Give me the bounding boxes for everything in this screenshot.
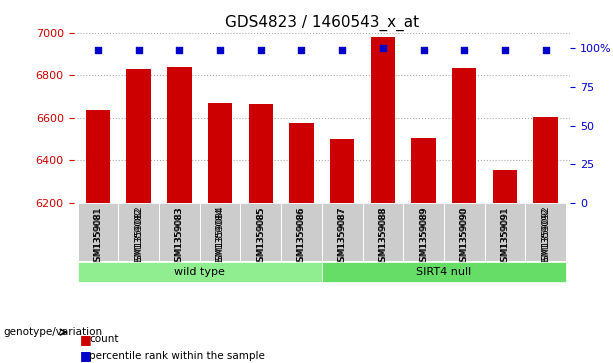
Text: GSM1359090: GSM1359090 (460, 208, 469, 268)
Bar (533, 117, 558, 203)
FancyBboxPatch shape (200, 203, 240, 261)
Point (500, 47, 510, 53)
Text: ■: ■ (80, 333, 91, 346)
Text: percentile rank within the sample: percentile rank within the sample (89, 351, 265, 361)
Text: GSM1359092: GSM1359092 (541, 208, 550, 268)
Point (215, 47, 225, 53)
FancyBboxPatch shape (78, 262, 322, 282)
Bar (289, 123, 314, 203)
Bar (411, 138, 436, 203)
FancyBboxPatch shape (485, 203, 525, 261)
Point (297, 47, 306, 53)
Text: GSM1359084: GSM1359084 (216, 208, 224, 268)
FancyBboxPatch shape (444, 203, 485, 261)
Text: SIRT4 null: SIRT4 null (416, 267, 471, 277)
Point (419, 47, 428, 53)
Point (337, 47, 347, 53)
Bar (208, 103, 232, 203)
Text: GSM1359087: GSM1359087 (338, 206, 347, 266)
Point (459, 47, 469, 53)
Bar (371, 37, 395, 203)
Text: GSM1359085: GSM1359085 (256, 208, 265, 268)
Text: GSM1359082: GSM1359082 (134, 206, 143, 266)
Text: GSM1359089: GSM1359089 (419, 206, 428, 266)
FancyBboxPatch shape (362, 203, 403, 261)
Bar (126, 69, 151, 203)
Point (175, 47, 185, 53)
Point (541, 47, 550, 53)
Text: GSM1359084: GSM1359084 (216, 206, 224, 266)
Text: wild type: wild type (174, 267, 225, 277)
Text: GSM1359092: GSM1359092 (541, 206, 550, 266)
FancyBboxPatch shape (322, 203, 362, 261)
FancyBboxPatch shape (281, 203, 322, 261)
Text: GSM1359081: GSM1359081 (93, 208, 102, 268)
Text: GSM1359089: GSM1359089 (419, 208, 428, 268)
Bar (167, 67, 192, 203)
Text: GSM1359091: GSM1359091 (500, 208, 509, 268)
Bar (493, 170, 517, 203)
FancyBboxPatch shape (322, 262, 566, 282)
Text: GSM1359086: GSM1359086 (297, 206, 306, 266)
Text: GSM1359081: GSM1359081 (93, 206, 102, 266)
Text: GSM1359091: GSM1359091 (500, 206, 509, 266)
FancyBboxPatch shape (118, 203, 159, 261)
Text: GSM1359082: GSM1359082 (134, 208, 143, 268)
Text: GSM1359085: GSM1359085 (256, 206, 265, 266)
Title: GDS4823 / 1460543_x_at: GDS4823 / 1460543_x_at (225, 15, 419, 31)
FancyBboxPatch shape (78, 203, 118, 261)
Text: GSM1359086: GSM1359086 (297, 208, 306, 268)
Text: GSM1359088: GSM1359088 (378, 206, 387, 266)
Text: GSM1359083: GSM1359083 (175, 206, 184, 266)
Point (256, 47, 265, 53)
FancyBboxPatch shape (240, 203, 281, 261)
Point (378, 45, 388, 51)
Text: count: count (89, 334, 118, 344)
Point (134, 47, 143, 53)
Text: ■: ■ (80, 349, 91, 362)
Bar (452, 68, 476, 203)
FancyBboxPatch shape (525, 203, 566, 261)
Text: GSM1359088: GSM1359088 (378, 208, 387, 268)
Text: GSM1359090: GSM1359090 (460, 206, 469, 266)
Bar (330, 139, 354, 203)
Bar (248, 104, 273, 203)
Text: GSM1359087: GSM1359087 (338, 208, 347, 268)
Bar (86, 110, 110, 203)
FancyBboxPatch shape (403, 203, 444, 261)
Point (93, 47, 103, 53)
Text: GSM1359083: GSM1359083 (175, 208, 184, 268)
FancyBboxPatch shape (159, 203, 200, 261)
Text: genotype/variation: genotype/variation (3, 327, 102, 337)
